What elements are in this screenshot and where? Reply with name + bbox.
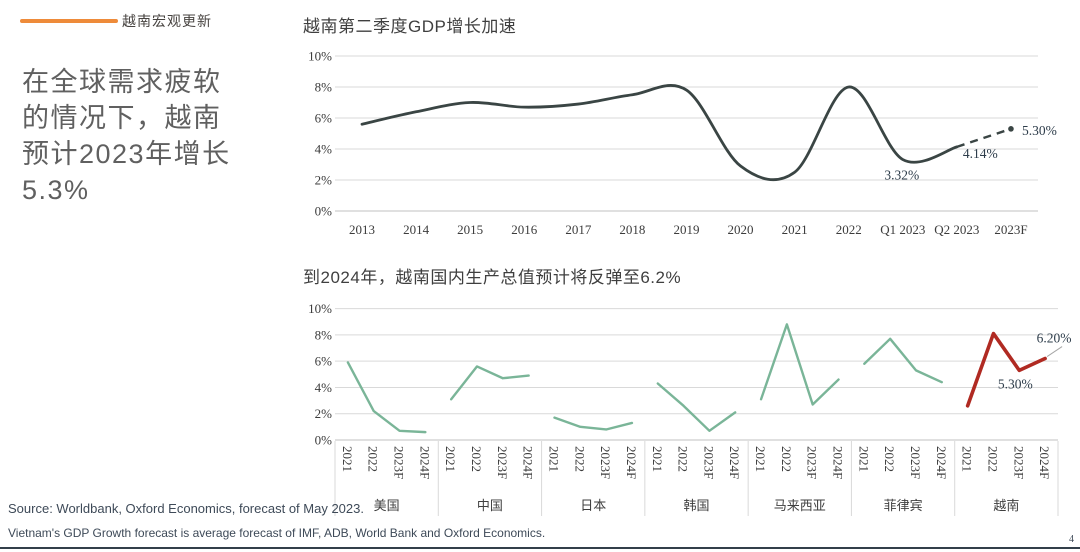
svg-text:2023F: 2023F xyxy=(994,222,1027,237)
data-label: 5.30% xyxy=(998,376,1033,391)
year-label: 2021 xyxy=(443,446,458,472)
year-label: 2022 xyxy=(366,446,381,472)
page-number: 4 xyxy=(1069,534,1074,545)
svg-text:0%: 0% xyxy=(315,204,333,219)
svg-text:2017: 2017 xyxy=(565,222,592,237)
vietnam-quarterly-gdp-chart: 0%2%4%6%8%10%2013 2014 2015 2016 2017 2018 201… xyxy=(308,49,1057,238)
forecast-dashed-line xyxy=(956,127,1012,148)
gridlines xyxy=(335,55,1038,212)
year-label: 2021 xyxy=(856,446,871,472)
year-label: 2022 xyxy=(572,446,587,472)
country-labels: 美国 中国 日本 韩国 马来西亚 菲律宾 越南 xyxy=(374,498,1020,513)
series-line-1 xyxy=(346,361,427,434)
svg-text:10%: 10% xyxy=(308,301,332,316)
svg-text:10%: 10% xyxy=(308,49,332,64)
data-label: 6.20% xyxy=(1037,331,1072,346)
country-label: 马来西亚 xyxy=(774,498,826,513)
svg-text:6%: 6% xyxy=(315,354,333,369)
country-label: 韩国 xyxy=(683,498,709,513)
year-label: 2021 xyxy=(960,446,975,472)
year-label: 2021 xyxy=(650,446,665,472)
svg-text:8%: 8% xyxy=(315,80,333,95)
year-label: 2024F xyxy=(1037,446,1052,479)
series-line-2 xyxy=(449,365,530,401)
series-line-6 xyxy=(863,337,944,384)
year-label: 2024F xyxy=(624,446,639,479)
country-label: 日本 xyxy=(580,498,606,513)
x-axis-labels: 2021 2022 2023F 2024F 2021 2022 2023F 2024F 2021… xyxy=(340,446,1052,479)
country-label: 菲律宾 xyxy=(884,498,923,513)
data-label: 5.30% xyxy=(1022,123,1057,138)
kicker-accent-rule xyxy=(20,19,118,23)
top-chart-title: 越南第二季度GDP增长加速 xyxy=(303,17,517,36)
kicker-label: 越南宏观更新 xyxy=(122,13,212,29)
year-label: 2021 xyxy=(546,446,561,472)
forecast-endpoint-dot xyxy=(1008,126,1014,132)
year-label: 2023F xyxy=(495,446,510,479)
year-label: 2023F xyxy=(701,446,716,479)
source-note: Source: Worldbank, Oxford Economics, for… xyxy=(8,501,364,516)
year-label: 2022 xyxy=(882,446,897,472)
year-label: 2023F xyxy=(392,446,407,479)
series-line-7 xyxy=(965,331,1047,408)
year-label: 2021 xyxy=(753,446,768,472)
data-label: 4.14% xyxy=(963,146,998,161)
year-label: 2022 xyxy=(985,446,1000,472)
series-lines xyxy=(346,323,1047,434)
year-label: 2024F xyxy=(417,446,432,479)
series-line-4 xyxy=(656,382,737,433)
svg-text:2013: 2013 xyxy=(349,222,375,237)
country-label: 中国 xyxy=(477,498,503,513)
year-label: 2021 xyxy=(340,446,355,472)
y-axis-labels: 0% 2% 4% 6% 8% 10% xyxy=(308,49,332,219)
svg-text:2016: 2016 xyxy=(511,222,538,237)
series-line-5 xyxy=(759,323,840,406)
country-label: 越南 xyxy=(993,498,1019,513)
x-axis-labels: 2013 2014 2015 2016 2017 2018 2019 2020 2021 2022… xyxy=(349,222,1028,237)
annotation-leader-line xyxy=(1046,346,1063,357)
svg-text:2021: 2021 xyxy=(782,222,808,237)
group-separators xyxy=(334,441,1059,516)
y-axis-labels: 0% 2% 4% 6% 8% 10% xyxy=(308,301,332,447)
year-label: 2023F xyxy=(1011,446,1026,479)
year-label: 2022 xyxy=(676,446,691,472)
year-label: 2024F xyxy=(934,446,949,479)
svg-text:Q1 2023: Q1 2023 xyxy=(880,222,925,237)
year-label: 2024F xyxy=(521,446,536,479)
svg-text:2%: 2% xyxy=(315,406,333,421)
svg-text:2015: 2015 xyxy=(457,222,483,237)
country-gdp-comparison-chart: 0%2%4%6%8%10%2021 2022 2023F 2024F 2021 2022 2… xyxy=(308,301,1072,516)
svg-text:4%: 4% xyxy=(315,380,333,395)
data-label: 3.32% xyxy=(884,168,919,183)
year-label: 2024F xyxy=(727,446,742,479)
svg-text:Q2 2023: Q2 2023 xyxy=(934,222,979,237)
bottom-rule xyxy=(0,547,1080,549)
svg-text:2%: 2% xyxy=(315,173,333,188)
forecast-note: Vietnam's GDP Growth forecast is average… xyxy=(8,526,546,540)
svg-text:0%: 0% xyxy=(315,433,333,448)
svg-text:6%: 6% xyxy=(315,111,333,126)
year-label: 2022 xyxy=(469,446,484,472)
headline: 在全球需求疲软 的情况下，越南 预计2023年增长 5.3% xyxy=(22,67,231,205)
annotations: 5.30% 6.20% xyxy=(998,331,1072,392)
country-label: 美国 xyxy=(374,498,400,513)
svg-text:2022: 2022 xyxy=(836,222,862,237)
svg-text:8%: 8% xyxy=(315,327,333,342)
svg-text:2014: 2014 xyxy=(403,222,430,237)
year-label: 2023F xyxy=(598,446,613,479)
svg-text:2020: 2020 xyxy=(728,222,754,237)
year-label: 2022 xyxy=(779,446,794,472)
svg-text:4%: 4% xyxy=(315,142,333,157)
svg-text:2019: 2019 xyxy=(673,222,699,237)
gridlines xyxy=(335,308,1058,441)
bottom-chart-title: 到2024年，越南国内生产总值预计将反弹至6.2% xyxy=(303,268,682,287)
gdp-line xyxy=(360,84,959,182)
year-label: 2024F xyxy=(831,446,846,479)
svg-text:2018: 2018 xyxy=(619,222,645,237)
series-line-3 xyxy=(553,416,634,431)
year-label: 2023F xyxy=(805,446,820,479)
annotations: 3.32% 4.14% 5.30% xyxy=(884,123,1056,183)
year-label: 2023F xyxy=(908,446,923,479)
